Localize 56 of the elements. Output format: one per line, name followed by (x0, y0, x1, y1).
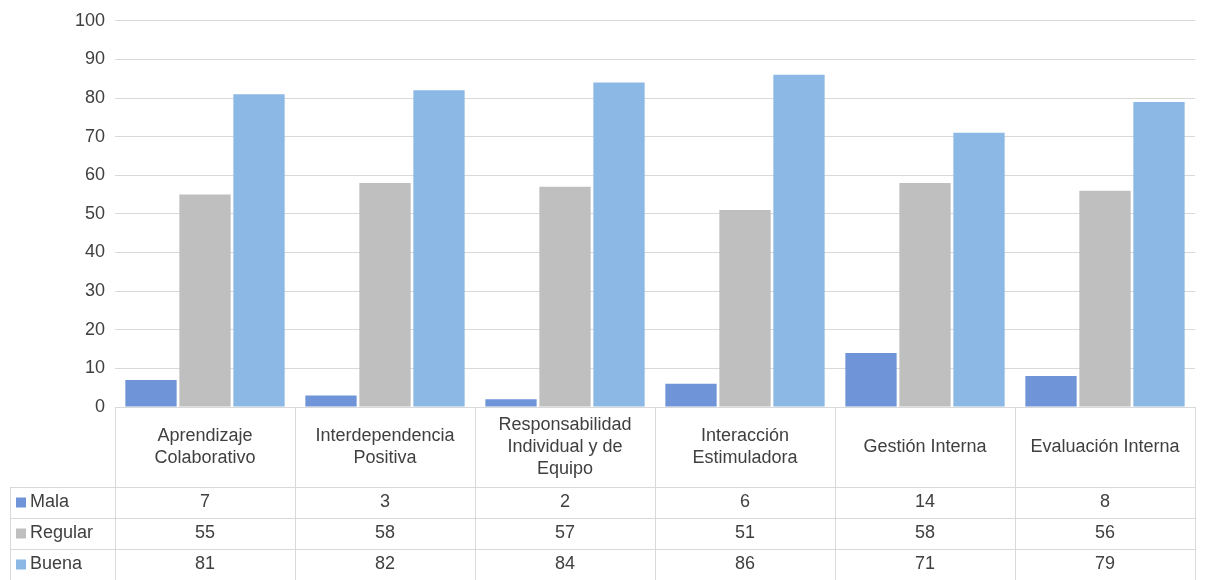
bar (233, 94, 285, 407)
y-tick-label: 80 (84, 87, 105, 108)
bar (593, 82, 645, 407)
y-tick-label: 10 (84, 357, 105, 378)
bar (773, 74, 825, 407)
data-label: 56 (1094, 522, 1116, 543)
bar (125, 379, 177, 407)
y-tick-label: 20 (84, 318, 105, 339)
x-tick-label: Aprendizaje Colaborativo (154, 424, 256, 467)
data-label: 3 (379, 491, 391, 512)
data-label: 57 (554, 522, 576, 543)
legend-label: Mala (30, 491, 70, 512)
bar (899, 183, 951, 407)
data-label: 82 (374, 553, 396, 574)
bar (485, 399, 537, 407)
y-tick-label: 0 (94, 395, 105, 416)
bar (665, 383, 717, 407)
data-label: 81 (194, 553, 216, 574)
x-tick-label: Gestión Interna (863, 435, 988, 456)
bar (1025, 376, 1077, 407)
x-tick-label: Interdependencia Positiva (315, 424, 456, 467)
y-tick-label: 100 (74, 9, 105, 30)
data-label: 2 (559, 491, 571, 512)
bar (719, 210, 771, 407)
data-label: 6 (739, 491, 751, 512)
data-label: 58 (374, 522, 396, 543)
data-label: 51 (734, 522, 756, 543)
legend-label: Buena (30, 553, 84, 574)
data-label: 14 (914, 491, 936, 512)
data-label: 86 (734, 553, 756, 574)
bar (179, 194, 231, 407)
data-label: 7 (199, 491, 211, 512)
bar (305, 395, 357, 407)
data-label: 84 (554, 553, 576, 574)
data-label: 8 (1099, 491, 1111, 512)
y-tick-label: 60 (84, 164, 105, 185)
data-label: 55 (194, 522, 216, 543)
x-tick-label: Evaluación Interna (1030, 435, 1181, 456)
x-tick-label: Responsabilidad Individual y de Equipo (498, 413, 632, 478)
y-tick-label: 90 (84, 48, 105, 69)
x-tick-label: Interacción Estimuladora (692, 424, 799, 467)
bar (845, 352, 897, 407)
y-tick-label: 40 (84, 241, 105, 262)
bar (359, 183, 411, 407)
bar (1079, 190, 1131, 407)
y-tick-label: 50 (84, 202, 105, 223)
bar (953, 132, 1005, 407)
data-label: 58 (914, 522, 936, 543)
bar (539, 186, 591, 407)
bar (1133, 101, 1185, 407)
legend-label: Regular (30, 522, 94, 543)
y-tick-label: 70 (84, 125, 105, 146)
data-label: 79 (1094, 553, 1116, 574)
bar (413, 90, 465, 407)
y-tick-label: 30 (84, 280, 105, 301)
data-label: 71 (914, 553, 936, 574)
